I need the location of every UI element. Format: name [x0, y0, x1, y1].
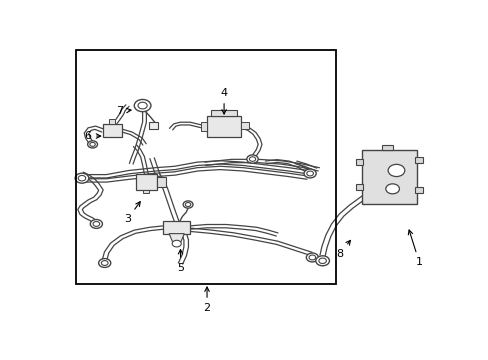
Bar: [241, 122, 249, 129]
Bar: [102, 125, 122, 136]
Bar: [143, 190, 149, 193]
Circle shape: [387, 165, 404, 176]
Bar: [136, 174, 156, 190]
Circle shape: [134, 99, 151, 112]
Bar: [355, 159, 363, 165]
Bar: [355, 184, 363, 190]
Text: 7: 7: [116, 106, 131, 116]
Text: 4: 4: [220, 88, 227, 114]
Circle shape: [315, 256, 329, 266]
Text: 3: 3: [123, 202, 140, 224]
Text: 1: 1: [407, 230, 422, 267]
Circle shape: [101, 261, 108, 265]
Bar: [415, 187, 422, 193]
Circle shape: [308, 255, 315, 260]
Text: 8: 8: [335, 240, 350, 259]
Bar: [149, 122, 158, 129]
Circle shape: [305, 253, 318, 262]
Circle shape: [78, 175, 85, 181]
Bar: [206, 116, 241, 137]
Bar: [109, 120, 115, 125]
Circle shape: [90, 220, 102, 228]
Circle shape: [75, 173, 89, 183]
Circle shape: [185, 203, 190, 207]
Circle shape: [385, 184, 399, 194]
Bar: [381, 145, 392, 150]
Bar: [163, 221, 189, 234]
Bar: [76, 50, 335, 284]
Circle shape: [183, 201, 193, 208]
Text: 2: 2: [203, 287, 210, 313]
Circle shape: [90, 143, 95, 147]
Circle shape: [172, 240, 181, 247]
Circle shape: [306, 171, 313, 176]
Circle shape: [246, 155, 258, 163]
Circle shape: [304, 169, 316, 178]
Circle shape: [93, 221, 100, 226]
Bar: [415, 157, 422, 163]
Circle shape: [249, 157, 255, 161]
Text: 6: 6: [84, 131, 101, 141]
Circle shape: [138, 102, 147, 109]
Circle shape: [87, 141, 97, 148]
Circle shape: [318, 258, 325, 264]
Bar: [157, 177, 166, 187]
Polygon shape: [169, 234, 184, 243]
Bar: [362, 150, 417, 204]
Bar: [201, 122, 206, 131]
Circle shape: [99, 258, 111, 267]
Bar: [210, 110, 237, 116]
Text: 5: 5: [177, 249, 183, 273]
